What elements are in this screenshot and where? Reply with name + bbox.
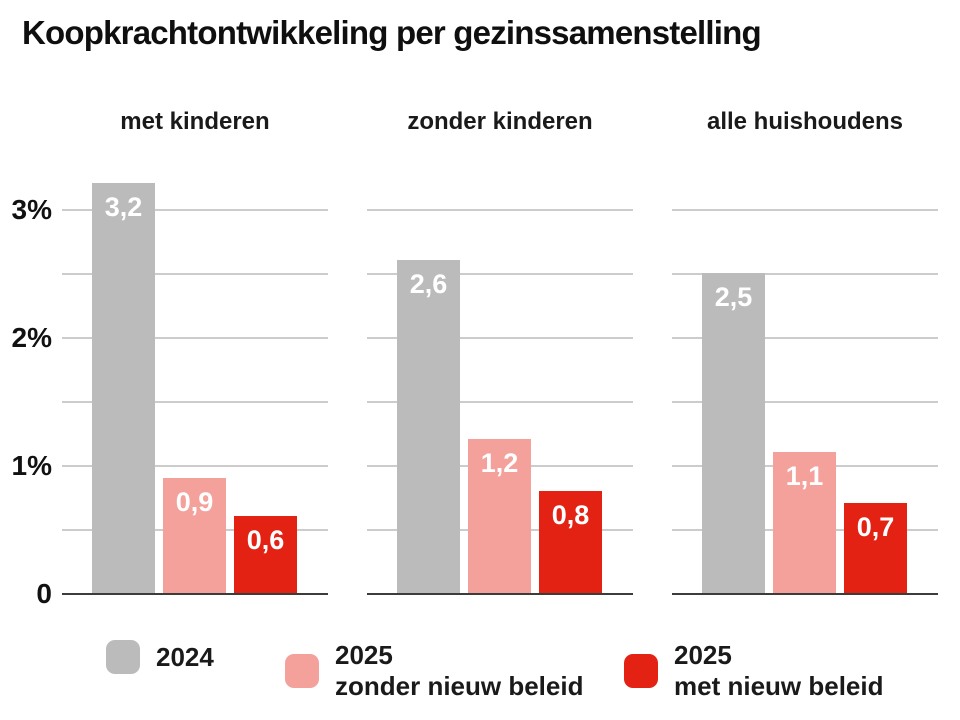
legend-label-line1: 2025 [674,640,732,670]
gridline [62,337,328,339]
bar-value-label: 0,6 [246,525,285,556]
zero-baseline [672,593,938,595]
bar-2025-met-nieuw-beleid-alle-huishoudens: 0,7 [844,503,907,593]
group-panel-zonder-kinderen: 2,6 1,2 0,8 [367,170,633,595]
legend-swatch-2025-met-nieuw-beleid [624,654,658,688]
gridline [62,209,328,211]
bar-value-label: 1,2 [480,448,519,479]
bar-2025-met-nieuw-beleid-met-kinderen: 0,6 [234,516,297,593]
bar-value-label: 2,5 [714,282,753,312]
legend-swatch-2025-zonder-nieuw-beleid [285,654,319,688]
gridline [367,401,633,403]
bar-2025-zonder-nieuw-beleid-met-kinderen: 0,9 [163,477,226,593]
bar-value-label: 0,9 [175,486,214,517]
bar-2024-met-kinderen: 3,2 [92,183,155,593]
legend-label-2024: 2024 [156,642,214,673]
column-header-zonder-kinderen: zonder kinderen [407,108,593,135]
bar-2024-zonder-kinderen: 2,6 [397,260,460,593]
y-tick-1-: 1% [11,450,52,481]
bar-value-label: 0,8 [551,499,590,530]
legend-label-line2: zonder nieuw beleid [335,671,584,701]
legend-label-2025-zonder-nieuw-beleid: 2025 zonder nieuw beleid [335,640,583,702]
gridline [367,273,633,275]
gridline [672,273,938,275]
legend: 2024 2025 zonder nieuw beleid 2025 met n… [0,638,960,708]
gridline [672,209,938,211]
column-headers: met kinderen zonder kinderen alle huisho… [0,108,960,140]
bar-2025-zonder-nieuw-beleid-alle-huishoudens: 1,1 [773,452,836,593]
chart-title: Koopkrachtontwikkeling per gezinssamenst… [22,14,762,51]
legend-label-line1: 2025 [335,640,393,670]
gridline [367,209,633,211]
legend-item-2024: 2024 [106,640,214,674]
group-panel-alle-huishoudens: 2,5 1,1 0,7 [672,170,938,595]
y-axis: 3% 2% 1% 0 [0,170,52,608]
legend-label-line1: 2024 [156,641,214,672]
y-tick-0: 0 [36,578,52,609]
bar-value-label: 0,7 [856,512,895,543]
bar-2025-zonder-nieuw-beleid-zonder-kinderen: 1,2 [468,439,531,593]
legend-label-line2: met nieuw beleid [674,671,884,701]
legend-swatch-2024 [106,640,140,674]
y-tick-2-: 2% [11,322,52,353]
bar-value-label: 2,6 [409,269,448,300]
gridline [672,401,938,403]
group-panel-met-kinderen: 3,2 0,9 0,6 [62,170,328,595]
bar-value-label: 3,2 [104,192,143,223]
column-header-met-kinderen: met kinderen [120,108,270,135]
bar-value-label: 1,1 [785,461,824,492]
y-tick-3-: 3% [11,194,52,225]
bar-2025-met-nieuw-beleid-zonder-kinderen: 0,8 [539,490,602,593]
plot-area: 3,2 0,9 0,6 2,6 1,2 0,8 2,5 1,1 0,7 [0,170,960,595]
legend-label-2025-met-nieuw-beleid: 2025 met nieuw beleid [674,640,884,702]
bar-2024-alle-huishoudens: 2,5 [702,273,765,593]
gridline [367,337,633,339]
gridline [62,465,328,467]
gridline [62,273,328,275]
legend-item-2025-zonder-nieuw-beleid: 2025 zonder nieuw beleid [285,640,583,702]
gridline [672,337,938,339]
zero-baseline [367,593,633,595]
column-header-alle-huishoudens: alle huishoudens [706,108,904,135]
legend-item-2025-met-nieuw-beleid: 2025 met nieuw beleid [624,640,884,702]
gridline [62,401,328,403]
zero-baseline [62,593,328,595]
